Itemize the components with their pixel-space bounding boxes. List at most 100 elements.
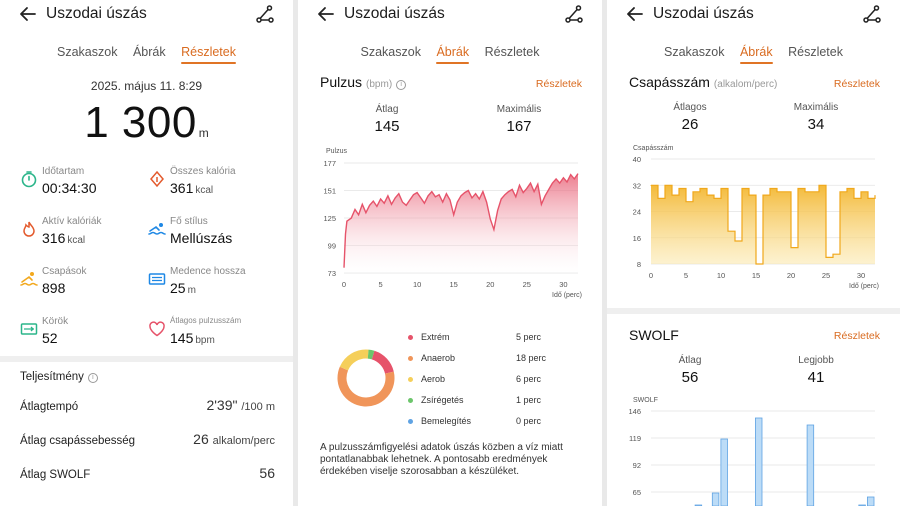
stroke-rate-chart: Csapásszám 8 16 24 32 40 0 5 10 15 20 25 30 Idő (perc… <box>633 145 879 290</box>
tab-bar: Szakaszok Ábrák Részletek <box>0 45 293 69</box>
tab-charts[interactable]: Ábrák <box>739 45 773 64</box>
row-avg-pace: Átlagtempó 2'39" /100 m <box>20 397 275 413</box>
y-tick-label: 177 <box>323 159 336 168</box>
x-tick-label: 20 <box>787 271 795 280</box>
swolf-details-link[interactable]: Részletek <box>833 330 880 342</box>
y-tick-label: 73 <box>328 269 336 278</box>
zone-slice-Extrém <box>371 350 394 374</box>
total-distance: 1 300 m <box>0 98 293 148</box>
zone-slice-Zsírégetés <box>367 349 375 360</box>
tab-charts[interactable]: Ábrák <box>436 45 469 64</box>
tab-sections[interactable]: Szakaszok <box>360 45 421 59</box>
tab-details[interactable]: Részletek <box>181 45 236 64</box>
heart-rate-chart: Pulzus 73 99 125 151 177 0 5 10 15 20 25 30 Idő (perc… <box>323 148 582 299</box>
tab-details[interactable]: Részletek <box>484 45 540 59</box>
stroke-avg-stat: Átlagos 26 <box>673 102 707 133</box>
x-tick-label: 20 <box>486 280 494 289</box>
x-tick-label: 5 <box>378 280 382 289</box>
y-tick-label: 8 <box>637 260 641 269</box>
heart-icon <box>149 321 165 337</box>
tab-bar: Szakaszok Ábrák Részletek <box>298 45 602 69</box>
swolf-bar <box>711 492 720 506</box>
flame-icon <box>23 221 35 237</box>
back-arrow-icon[interactable] <box>625 4 645 24</box>
zone-row-aerobic: Aerob 6 perc <box>408 374 558 388</box>
tab-details[interactable]: Részletek <box>788 45 843 59</box>
charts-panel-heart-rate: Uszodai úszás Szakaszok Ábrák Részletek … <box>298 0 602 506</box>
heart-rate-title: Pulzus (bpm) i <box>320 74 407 90</box>
zone-slice-Aerob <box>339 349 369 371</box>
page-title: Uszodai úszás <box>344 5 445 22</box>
swolf-title: SWOLF <box>629 327 679 343</box>
app-header: Uszodai úszás <box>298 0 602 28</box>
x-tick-label: 15 <box>752 271 760 280</box>
y-tick-label: 125 <box>323 214 336 223</box>
back-arrow-icon[interactable] <box>316 4 336 24</box>
metric-active-calories: Aktív kalóriák 316 kcal <box>20 216 150 254</box>
tab-bar: Szakaszok Ábrák Részletek <box>607 45 900 69</box>
workout-date: 2025. május 11. 8:29 <box>90 79 203 93</box>
metric-main-style: Fő stílus Mellúszás <box>148 216 278 254</box>
metric-strokes: Csapások 898 <box>20 266 150 304</box>
divider <box>0 356 293 362</box>
swolf-bar <box>866 496 875 506</box>
app-header: Uszodai úszás <box>607 0 900 28</box>
metric-laps: Körök 52 <box>20 316 150 354</box>
page-title: Uszodai úszás <box>653 5 754 22</box>
row-avg-stroke-rate: Átlag csapássebesség 26 alkalom/perc <box>20 431 275 447</box>
tab-sections[interactable]: Szakaszok <box>664 45 725 59</box>
x-tick-label: 15 <box>450 280 458 289</box>
swolf-bar <box>754 417 763 506</box>
back-arrow-icon[interactable] <box>18 4 38 24</box>
metric-avg-heart-rate: Átlagos pulzusszám 145 bpm <box>148 316 278 354</box>
performance-title: Teljesítmény i <box>20 371 98 383</box>
route-share-icon[interactable] <box>564 4 584 24</box>
y-axis-title: Pulzus <box>326 148 348 155</box>
stroke-rate-details-link[interactable]: Részletek <box>833 78 880 90</box>
page-title: Uszodai úszás <box>46 5 147 22</box>
calorie-icon <box>150 170 164 188</box>
y-tick-label: 65 <box>633 488 641 497</box>
x-tick-label: 10 <box>413 280 421 289</box>
tab-sections[interactable]: Szakaszok <box>57 45 118 59</box>
laps-icon <box>20 323 38 335</box>
y-tick-label: 24 <box>633 208 641 217</box>
swimmer-icon <box>148 223 166 235</box>
y-tick-label: 92 <box>633 461 641 470</box>
heart-rate-details-link[interactable]: Részletek <box>535 78 582 90</box>
details-panel: Uszodai úszás Szakaszok Ábrák Részletek … <box>0 0 293 506</box>
x-tick-label: 0 <box>649 271 653 280</box>
swolf-bar <box>806 424 815 506</box>
y-axis-title: Csapásszám <box>633 145 674 152</box>
tab-charts[interactable]: Ábrák <box>132 45 166 59</box>
route-share-icon[interactable] <box>862 4 882 24</box>
swolf-chart: SWOLF 65 92 119 146 <box>628 397 875 506</box>
stopwatch-icon <box>21 171 37 188</box>
route-share-icon[interactable] <box>255 4 275 24</box>
charts-panel-strokes: Uszodai úszás Szakaszok Ábrák Részletek … <box>607 0 900 506</box>
hr-max-stat: Maximális 167 <box>496 104 542 135</box>
accuracy-note: A pulzusszámfigyelési adatok úszás közbe… <box>320 442 563 477</box>
metric-duration: Időtartam 00:34:30 <box>20 166 150 204</box>
y-tick-label: 16 <box>633 234 641 243</box>
swolf-avg-stat: Átlag 56 <box>678 355 702 386</box>
metric-pool-length: Medence hossza 25 m <box>148 266 278 304</box>
x-tick-label: 25 <box>822 271 830 280</box>
info-icon[interactable]: i <box>396 80 407 90</box>
divider <box>607 308 900 314</box>
x-axis-title: Idő (perc) <box>552 292 582 299</box>
x-tick-label: 30 <box>559 280 567 289</box>
zone-row-fat-burn: Zsírégetés 1 perc <box>408 395 558 409</box>
x-tick-label: 0 <box>342 280 346 289</box>
distance-value: 1 300 <box>84 98 197 147</box>
x-tick-label: 30 <box>857 271 865 280</box>
app-header: Uszodai úszás <box>0 0 293 28</box>
y-tick-label: 146 <box>628 407 641 416</box>
x-tick-label: 5 <box>684 271 688 280</box>
zone-row-warmup: Bemelegítés 0 perc <box>408 416 558 430</box>
info-icon[interactable]: i <box>87 373 98 383</box>
zone-row-extreme: Extrém 5 perc <box>408 332 558 346</box>
zone-row-anaerobic: Anaerob 18 perc <box>408 353 558 367</box>
heart-rate-area <box>344 173 578 273</box>
y-tick-label: 119 <box>629 434 641 443</box>
